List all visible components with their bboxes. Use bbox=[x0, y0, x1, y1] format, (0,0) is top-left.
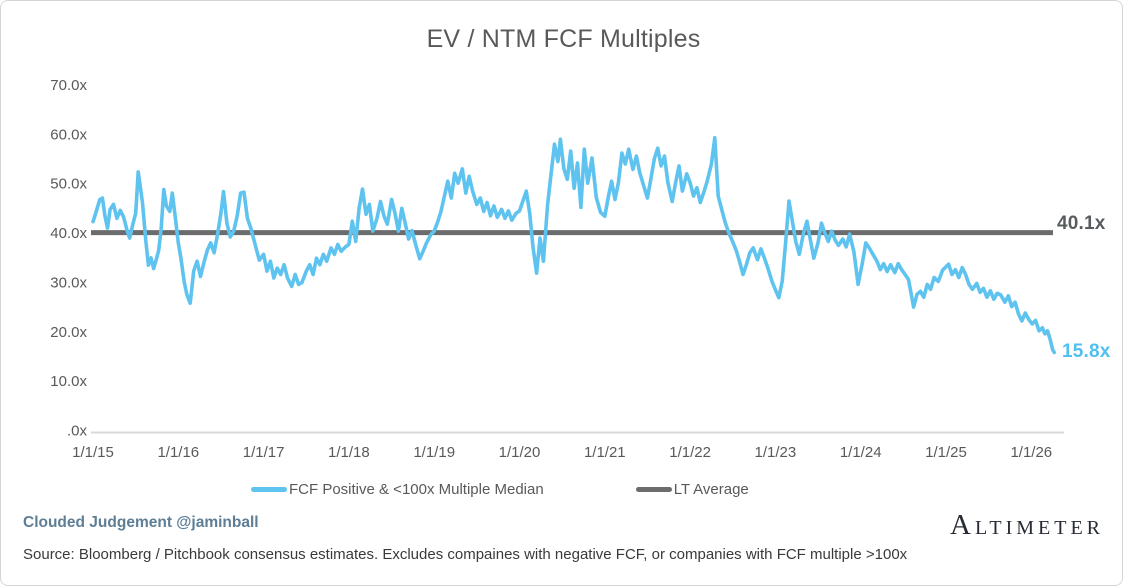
y-axis-tick-label: 20.0x bbox=[50, 324, 87, 341]
altimeter-logo: Altimeter bbox=[950, 509, 1104, 541]
legend-swatch-gray-line bbox=[635, 487, 672, 492]
x-axis-tick-label: 1/1/20 bbox=[499, 444, 541, 461]
x-axis-tick-label: 1/1/21 bbox=[584, 444, 626, 461]
x-axis-tick-label: 1/1/22 bbox=[669, 444, 711, 461]
legend-item-fcf-median: FCF Positive & <100x Multiple Median bbox=[251, 481, 544, 498]
y-axis-tick-label: 70.0x bbox=[50, 77, 87, 94]
x-axis-tick-label: 1/1/16 bbox=[157, 444, 199, 461]
lt-average-value-label: 40.1x bbox=[1057, 213, 1106, 234]
plot-area: 70.0x 60.0x 50.0x 40.0x 30.0x 20.0x 10.0x .0x 1/… bbox=[1, 1, 1122, 471]
y-axis-tick-label: 60.0x bbox=[50, 126, 87, 143]
legend-swatch-blue-line bbox=[251, 487, 287, 492]
legend-label-lt-average: LT Average bbox=[673, 481, 749, 498]
x-axis-tick-label: 1/1/18 bbox=[328, 444, 370, 461]
latest-value-label: 15.8x bbox=[1062, 341, 1111, 362]
fcf-median-line bbox=[91, 136, 1057, 355]
x-axis-tick-label: 1/1/23 bbox=[755, 444, 797, 461]
x-axis-tick-label: 1/1/17 bbox=[243, 444, 285, 461]
legend: FCF Positive & <100x Multiple Median LT … bbox=[251, 481, 749, 498]
legend-item-lt-average: LT Average bbox=[635, 481, 749, 498]
credit-text: Clouded Judgement @jaminball bbox=[23, 514, 259, 531]
y-axis-tick-label: 30.0x bbox=[50, 274, 87, 291]
y-axis-tick-label: .0x bbox=[67, 423, 88, 440]
x-axis-tick-label: 1/1/26 bbox=[1010, 444, 1052, 461]
chart-title: EV / NTM FCF Multiples bbox=[426, 25, 701, 53]
source-text: Source: Bloomberg / Pitchbook consensus … bbox=[23, 546, 908, 563]
x-axis-tick-label: 1/1/15 bbox=[72, 444, 114, 461]
chart-canvas: 70.0x 60.0x 50.0x 40.0x 30.0x 20.0x 10.0x .0x 1/… bbox=[50, 77, 1064, 461]
x-axis-tick-label: 1/1/19 bbox=[413, 444, 455, 461]
x-axis-tick-label: 1/1/24 bbox=[840, 444, 882, 461]
y-axis-tick-label: 50.0x bbox=[50, 176, 87, 193]
y-axis-tick-label: 10.0x bbox=[50, 373, 87, 390]
x-axis-tick-label: 1/1/25 bbox=[925, 444, 967, 461]
legend-label-fcf-median: FCF Positive & <100x Multiple Median bbox=[289, 481, 544, 498]
y-axis-tick-label: 40.0x bbox=[50, 225, 87, 242]
